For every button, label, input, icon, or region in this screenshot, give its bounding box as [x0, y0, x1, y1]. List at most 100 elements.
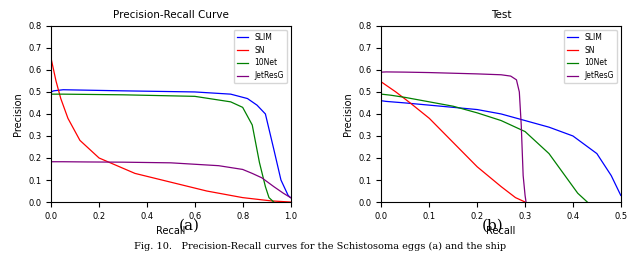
- SLIM: [383, 100, 390, 103]
- JetResG: [515, 90, 523, 93]
- SN: [203, 190, 211, 193]
- JetResG: [522, 200, 530, 204]
- JetResG: [474, 72, 481, 75]
- Y-axis label: Precision: Precision: [343, 92, 353, 136]
- SN: [57, 97, 65, 100]
- SN: [287, 200, 294, 204]
- SN: [50, 68, 58, 71]
- SLIM: [244, 97, 252, 100]
- Text: (b): (b): [482, 218, 504, 232]
- 10Net: [449, 105, 457, 108]
- JetResG: [517, 124, 525, 127]
- 10Net: [248, 124, 256, 127]
- SN: [268, 199, 275, 203]
- SLIM: [521, 119, 529, 122]
- SLIM: [253, 104, 261, 107]
- SN: [426, 117, 433, 120]
- SLIM: [119, 89, 127, 92]
- SLIM: [474, 108, 481, 111]
- SN: [47, 57, 55, 61]
- JetResG: [287, 196, 294, 199]
- 10Net: [559, 172, 567, 175]
- SN: [519, 199, 527, 203]
- Legend: SLIM, SN, 10Net, JetResG: SLIM, SN, 10Net, JetResG: [564, 30, 617, 83]
- SLIM: [277, 178, 285, 182]
- JetResG: [258, 176, 266, 179]
- SN: [95, 156, 103, 160]
- JetResG: [215, 164, 223, 167]
- SN: [131, 172, 139, 175]
- JetResG: [497, 73, 505, 76]
- 10Net: [47, 93, 55, 96]
- JetResG: [119, 161, 127, 164]
- 10Net: [521, 130, 529, 133]
- 10Net: [474, 111, 481, 114]
- Line: SLIM: SLIM: [381, 101, 621, 196]
- JetResG: [401, 71, 409, 74]
- 10Net: [545, 152, 553, 155]
- JetResG: [449, 72, 457, 75]
- Line: SLIM: SLIM: [51, 90, 291, 198]
- SLIM: [593, 152, 601, 155]
- 10Net: [270, 200, 278, 204]
- SLIM: [426, 104, 433, 107]
- SN: [76, 139, 84, 142]
- JetResG: [426, 71, 433, 74]
- Y-axis label: Precision: Precision: [13, 92, 22, 136]
- JetResG: [167, 161, 175, 164]
- Title: Test: Test: [491, 10, 511, 20]
- SLIM: [191, 90, 198, 93]
- SN: [383, 84, 390, 87]
- 10Net: [255, 161, 263, 164]
- SLIM: [262, 112, 269, 116]
- Line: JetResG: JetResG: [381, 72, 526, 202]
- 10Net: [401, 96, 409, 99]
- 10Net: [574, 192, 582, 195]
- 10Net: [387, 94, 395, 97]
- SLIM: [378, 99, 385, 102]
- 10Net: [239, 106, 246, 109]
- JetResG: [248, 172, 256, 175]
- JetResG: [519, 174, 527, 177]
- SN: [511, 196, 519, 199]
- SLIM: [47, 90, 55, 93]
- SLIM: [607, 174, 615, 177]
- SN: [167, 181, 175, 184]
- 10Net: [378, 93, 385, 96]
- SN: [406, 101, 414, 104]
- SN: [449, 141, 457, 144]
- JetResG: [507, 75, 515, 78]
- SN: [521, 200, 529, 204]
- JetResG: [60, 160, 67, 163]
- Legend: SLIM, SN, 10Net, JetResG: SLIM, SN, 10Net, JetResG: [234, 30, 287, 83]
- SN: [474, 165, 481, 168]
- SN: [392, 90, 399, 93]
- SN: [497, 185, 505, 188]
- JetResG: [513, 78, 520, 81]
- Line: JetResG: JetResG: [51, 162, 291, 198]
- JetResG: [280, 192, 287, 195]
- Line: SN: SN: [381, 82, 525, 202]
- 10Net: [584, 200, 591, 204]
- 10Net: [265, 196, 273, 199]
- 10Net: [227, 100, 234, 103]
- SN: [239, 196, 246, 199]
- X-axis label: Recall: Recall: [486, 226, 516, 236]
- JetResG: [47, 160, 55, 163]
- SLIM: [270, 148, 278, 151]
- SN: [64, 117, 72, 120]
- SLIM: [401, 101, 409, 104]
- SN: [378, 81, 385, 84]
- Line: 10Net: 10Net: [51, 94, 274, 202]
- 10Net: [497, 119, 505, 122]
- 10Net: [262, 185, 269, 188]
- SN: [52, 79, 60, 82]
- JetResG: [383, 70, 390, 74]
- Text: Fig. 10.   Precision-Recall curves for the Schistosoma eggs (a) and the ship: Fig. 10. Precision-Recall curves for the…: [134, 242, 506, 251]
- X-axis label: Recall: Recall: [156, 226, 186, 236]
- Line: SN: SN: [51, 59, 291, 202]
- Text: (a): (a): [179, 218, 199, 232]
- 10Net: [119, 93, 127, 96]
- SLIM: [449, 106, 457, 109]
- SLIM: [287, 196, 294, 199]
